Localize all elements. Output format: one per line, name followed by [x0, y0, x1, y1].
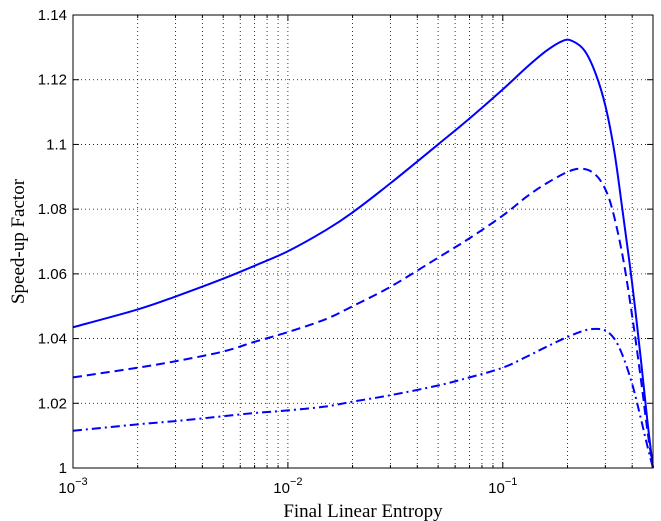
series-line-dashed	[72, 167, 654, 469]
plot-frame	[72, 14, 654, 469]
y-tick-label: 1.1	[46, 136, 67, 153]
y-tick-label: 1	[59, 460, 67, 477]
x-tick-exponent: −3	[75, 476, 88, 488]
x-tick-label: 10−2	[273, 476, 302, 497]
plot-lines	[72, 38, 654, 469]
x-tick-exponent: −2	[290, 476, 303, 488]
y-tick-label: 1.08	[38, 201, 67, 218]
y-tick-label: 1.04	[38, 331, 67, 348]
x-tick-base: 10	[58, 480, 75, 497]
grid	[73, 15, 653, 468]
y-tick-label: 1.02	[38, 395, 67, 412]
x-tick-base: 10	[273, 480, 290, 497]
y-tick-label: 1.06	[38, 266, 67, 283]
x-axis-label: Final Linear Entropy	[283, 501, 443, 521]
series-line-dashdot	[72, 327, 654, 469]
x-tick-label: 10−3	[58, 476, 87, 497]
y-tick-label: 1.14	[38, 7, 67, 24]
x-tick-label: 10−1	[488, 476, 517, 497]
x-tick-base: 10	[488, 480, 505, 497]
x-tick-exponent: −1	[505, 476, 518, 488]
series-line-solid	[72, 38, 654, 469]
y-tick-label: 1.12	[38, 72, 67, 89]
y-axis-label: Speed-up Factor	[8, 178, 29, 304]
